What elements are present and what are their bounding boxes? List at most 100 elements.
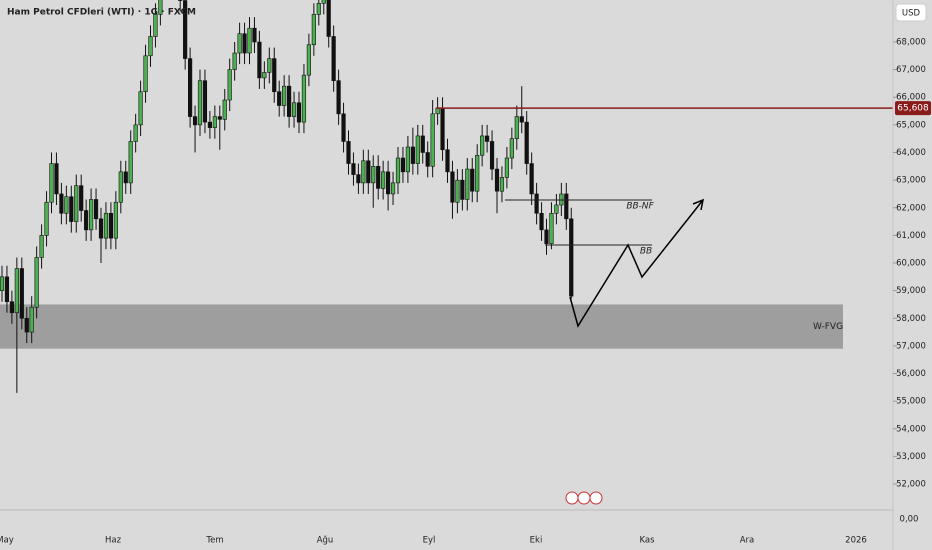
- candle-body: [247, 27, 252, 54]
- y-tick-label: 56,000: [896, 369, 926, 379]
- candle-body: [24, 317, 29, 333]
- candle-body: [237, 33, 242, 54]
- candle-body: [356, 174, 361, 184]
- candle-body: [207, 121, 213, 128]
- candle-body: [529, 163, 534, 195]
- candle-body: [74, 185, 79, 222]
- candle-body: [277, 91, 282, 106]
- candle-body: [346, 141, 351, 164]
- candle-body: [311, 14, 316, 46]
- candle-body: [183, 0, 188, 59]
- candle-body: [14, 268, 19, 314]
- candle-body: [9, 301, 15, 314]
- candle-body: [351, 163, 356, 175]
- candle-body: [385, 171, 391, 195]
- candle-body: [178, 0, 183, 1]
- candle-body: [202, 80, 208, 123]
- candle-body: [108, 212, 113, 239]
- candle-body: [0, 276, 5, 291]
- candle-body: [197, 80, 203, 126]
- candle-body: [286, 85, 292, 117]
- candle-body: [381, 171, 386, 189]
- candle-body: [49, 163, 54, 203]
- y-tick-label: 52,000: [896, 480, 926, 490]
- y-tick-label: 57,000: [896, 341, 926, 351]
- currency-button[interactable]: [895, 3, 927, 22]
- y-tick-label: 61,000: [896, 231, 926, 241]
- price-label: 65,608: [897, 104, 929, 114]
- candle-body: [79, 185, 84, 211]
- y-tick-label: 53,000: [896, 452, 926, 462]
- candle-body: [44, 201, 49, 236]
- candle-body: [227, 69, 232, 101]
- candle-body: [564, 193, 569, 220]
- candle-body: [400, 157, 406, 173]
- candle-body: [217, 116, 222, 120]
- candle-body: [366, 160, 371, 184]
- candle-body: [143, 55, 148, 93]
- candle-body: [19, 268, 24, 319]
- candle-body: [148, 36, 153, 57]
- candle-body: [420, 135, 425, 153]
- candle-body: [103, 212, 109, 239]
- candle-body: [282, 85, 287, 106]
- candle-body: [494, 168, 500, 192]
- candle-body: [306, 44, 312, 76]
- candle-body: [519, 116, 524, 123]
- candle-body: [257, 41, 262, 79]
- candle-body: [514, 116, 519, 139]
- candle-body: [153, 14, 158, 37]
- candle-body: [341, 113, 346, 142]
- candle-body: [460, 179, 465, 200]
- candle-body: [267, 58, 272, 73]
- candle-body: [188, 58, 193, 117]
- x-tick-label: Eyl: [423, 536, 436, 546]
- zero-label: 0,00: [900, 515, 919, 525]
- candle-body: [84, 210, 89, 231]
- candle-body: [475, 154, 480, 192]
- candle-body: [262, 72, 267, 79]
- candle-body: [559, 193, 564, 206]
- candle-body: [123, 171, 128, 184]
- candle-body: [321, 0, 326, 4]
- candle-body: [489, 141, 495, 170]
- candle-body: [98, 218, 104, 239]
- candle-body: [544, 229, 549, 244]
- candle-body: [54, 163, 59, 195]
- candle-body: [326, 0, 331, 37]
- candle-body: [133, 124, 138, 142]
- candle-body: [34, 257, 39, 308]
- candle-body: [465, 168, 470, 200]
- candle-body: [301, 74, 307, 123]
- level-label: BB: [640, 247, 652, 257]
- candle-body: [430, 113, 435, 167]
- candle-body: [405, 146, 411, 173]
- candle-body: [376, 166, 381, 189]
- candle-body: [39, 235, 44, 258]
- candle-body: [232, 52, 237, 70]
- candle-body: [539, 212, 544, 231]
- level-label: BB-NF: [626, 202, 654, 212]
- candle-body: [554, 204, 559, 214]
- x-tick-label: Haz: [105, 536, 122, 546]
- candle-body: [331, 36, 336, 81]
- y-tick-label: 55,000: [896, 397, 926, 407]
- event-icons: [565, 491, 603, 505]
- candle-body: [534, 193, 539, 214]
- candle-body: [569, 218, 574, 297]
- candle-body: [222, 99, 227, 120]
- candle-body: [390, 182, 396, 195]
- zone-label: W-FVG: [813, 322, 843, 332]
- candle-body: [440, 107, 445, 151]
- candle-body: [524, 121, 529, 164]
- candle-body: [484, 135, 490, 142]
- candle-body: [113, 201, 118, 239]
- x-tick-label: May: [0, 536, 14, 546]
- y-tick-label: 60,000: [896, 259, 926, 269]
- candle-body: [64, 196, 69, 214]
- candle-body: [470, 168, 475, 192]
- candle-body: [455, 179, 460, 203]
- candle-body: [212, 116, 217, 128]
